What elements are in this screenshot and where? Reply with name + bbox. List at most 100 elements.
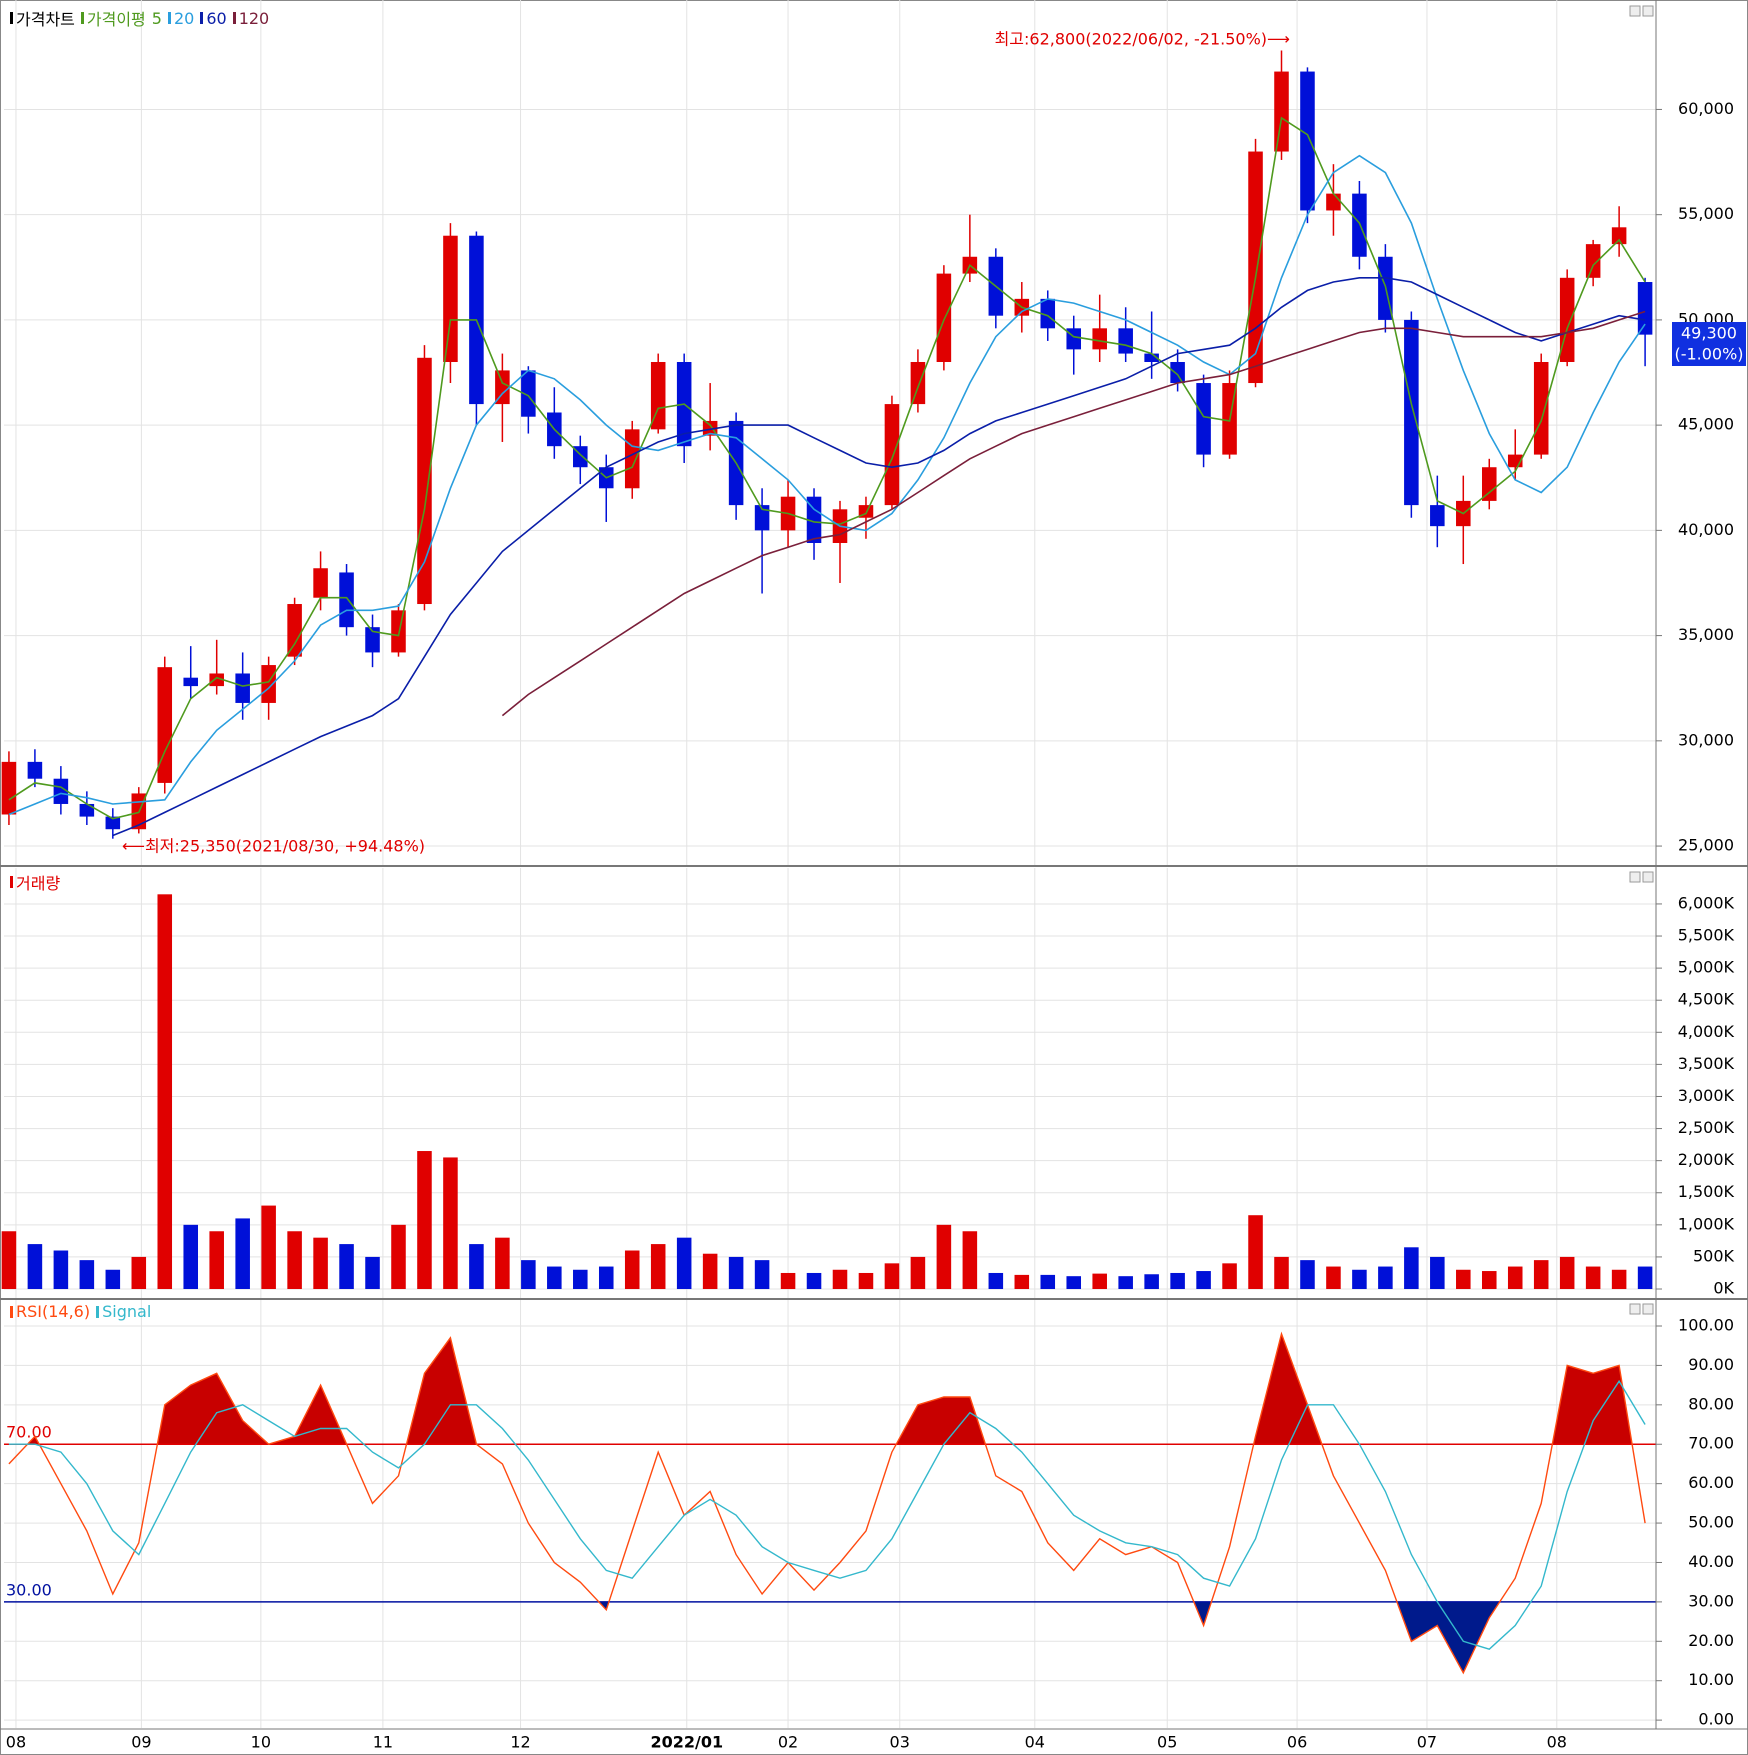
volume-bar: [832, 1269, 848, 1290]
candle-body: [806, 496, 822, 543]
candle-body: [235, 673, 250, 703]
y-tick-label: 40,000: [1678, 520, 1734, 539]
minimize-button[interactable]: [1629, 1303, 1641, 1315]
candle-body: [209, 673, 224, 687]
volume-bar: [261, 1205, 276, 1290]
volume-bar: [79, 1260, 95, 1290]
volume-bar: [339, 1244, 354, 1290]
volume-bar: [962, 1231, 978, 1290]
x-tick-label: 10: [251, 1733, 271, 1752]
volume-bar: [105, 1269, 121, 1290]
y-tick-label: 0K: [1713, 1279, 1734, 1298]
legend-marker: [200, 12, 204, 24]
volume-bar: [183, 1224, 199, 1290]
close-button[interactable]: [1642, 871, 1654, 883]
candle-body: [1326, 193, 1341, 211]
x-tick-label: 11: [373, 1733, 393, 1752]
volume-bar: [858, 1272, 874, 1290]
candle-body: [443, 235, 458, 362]
y-tick-label: 4,500K: [1678, 990, 1735, 1009]
x-tick-label: 05: [1157, 1733, 1177, 1752]
candle-body: [1430, 505, 1445, 527]
volume-bar: [780, 1272, 796, 1290]
candle-body: [339, 572, 354, 628]
volume-bar: [27, 1244, 43, 1290]
y-tick-label: 3,500K: [1678, 1054, 1735, 1073]
volume-bar: [1066, 1276, 1082, 1290]
close-button[interactable]: [1642, 5, 1654, 17]
volume-bar: [1352, 1269, 1367, 1290]
window-buttons[interactable]: [1629, 5, 1654, 1315]
y-tick-label: 1,500K: [1678, 1182, 1735, 1201]
candle-body: [1533, 361, 1549, 455]
y-tick-label: 20.00: [1688, 1631, 1734, 1650]
x-tick-label: 02: [778, 1733, 798, 1752]
volume-bar: [235, 1218, 250, 1290]
volume-bar: [1014, 1274, 1030, 1290]
rsi-legend: RSI(14,6) Signal: [10, 1302, 151, 1321]
volume-bar: [53, 1250, 69, 1290]
candle-body: [1481, 467, 1497, 501]
volume-bar: [988, 1272, 1004, 1290]
y-tick-label: 6,000K: [1678, 893, 1735, 912]
legend-marker: [10, 12, 13, 24]
candle-body: [1611, 227, 1627, 245]
volume-bar: [1481, 1271, 1497, 1290]
y-tick-label: 70.00: [1688, 1434, 1734, 1453]
candle-body: [1170, 361, 1185, 384]
legend-marker: [10, 876, 13, 888]
candle-body: [1196, 383, 1211, 455]
candle-body: [650, 361, 666, 430]
line-series: [8, 116, 1646, 820]
legend-text: 가격이평: [86, 10, 146, 29]
legend-marker: [167, 12, 171, 24]
x-tick-label: 08: [6, 1733, 26, 1752]
minimize-button[interactable]: [1629, 5, 1641, 17]
y-tick-label: 30,000: [1678, 730, 1734, 749]
close-button[interactable]: [1642, 1303, 1654, 1315]
volume-bar: [521, 1260, 536, 1290]
volume-bar: [1092, 1273, 1107, 1290]
volume-bar: [1507, 1266, 1523, 1290]
overbought-fill: [8, 1333, 1646, 1445]
y-tick-label: 2,500K: [1678, 1118, 1735, 1137]
low-annotation: ⟵최저:25,350(2021/08/30, +94.48%): [122, 837, 425, 856]
volume-bar: [1456, 1269, 1471, 1290]
volume-bar: [1274, 1256, 1289, 1290]
volume-bar: [1118, 1276, 1133, 1290]
x-tick-label: 09: [131, 1733, 151, 1752]
last-price: 49,300: [1681, 324, 1737, 343]
legend-text: Signal: [102, 1302, 152, 1321]
legend-text: 60: [206, 8, 227, 28]
line-series: [501, 310, 1646, 717]
candle-body: [1092, 328, 1107, 350]
y-tick-label: 45,000: [1678, 415, 1734, 434]
y-tick-label: 0.00: [1698, 1710, 1734, 1729]
candle-body: [1300, 71, 1315, 211]
candle-body: [702, 420, 718, 436]
volume-bar: [1, 1231, 17, 1290]
y-tick-label: 2,000K: [1678, 1150, 1735, 1169]
x-tick-label: 03: [890, 1733, 910, 1752]
y-tick-label: 3,000K: [1678, 1086, 1735, 1105]
last-change: (-1.00%): [1674, 345, 1743, 364]
volume-bar: [676, 1237, 692, 1290]
volume-bar: [573, 1269, 588, 1290]
legend-text: 5: [151, 8, 162, 28]
minimize-button[interactable]: [1629, 871, 1641, 883]
legend-text: RSI(14,6): [16, 1302, 91, 1321]
candle-body: [754, 505, 770, 531]
candle-body: [624, 429, 640, 489]
oversold-fill: [8, 1601, 1646, 1673]
line-series: [8, 1331, 1646, 1675]
volume-bar: [1196, 1271, 1211, 1290]
volume-legend: 거래량: [10, 870, 60, 894]
legend-marker: [96, 1305, 100, 1318]
y-tick-label: 5,500K: [1678, 926, 1735, 945]
volume-bar: [702, 1253, 718, 1290]
legend-marker: [10, 1305, 13, 1318]
y-tick-label: 100.00: [1678, 1316, 1734, 1335]
candle-body: [1066, 328, 1082, 350]
